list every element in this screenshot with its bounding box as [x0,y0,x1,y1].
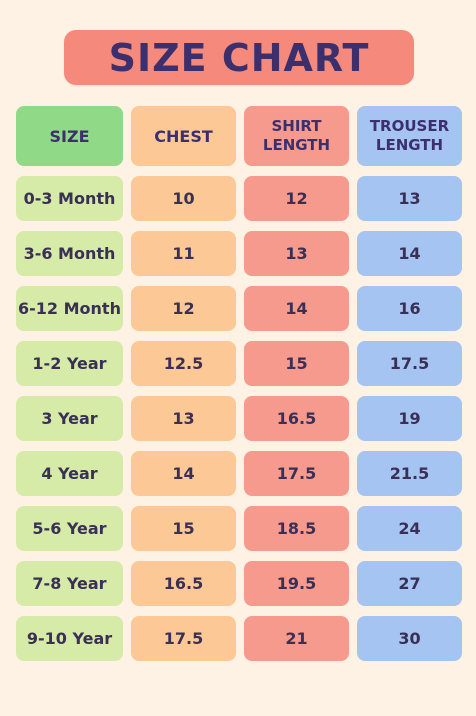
header-shirt-line1: SHIRT [271,117,322,135]
trouser-cell: 27 [357,561,462,606]
header-chest: CHEST [131,106,236,166]
shirt-cell: 16.5 [244,396,349,441]
chest-cell: 10 [131,176,236,221]
size-cell: 4 Year [16,451,123,496]
size-cell: 3 Year [16,396,123,441]
trouser-cell: 17.5 [357,341,462,386]
shirt-cell: 19.5 [244,561,349,606]
size-cell: 7-8 Year [16,561,123,606]
header-shirt-length: SHIRT LENGTH [244,106,349,166]
shirt-cell: 12 [244,176,349,221]
title-banner: SIZE CHART [64,30,414,85]
shirt-cell: 14 [244,286,349,331]
chest-cell: 17.5 [131,616,236,661]
shirt-cell: 15 [244,341,349,386]
chest-cell: 14 [131,451,236,496]
size-cell: 5-6 Year [16,506,123,551]
size-cell: 1-2 Year [16,341,123,386]
trouser-cell: 16 [357,286,462,331]
size-chart-table: SIZE CHEST SHIRT LENGTH TROUSER LENGTH 0… [16,106,462,661]
page-title: SIZE CHART [108,35,370,80]
size-cell: 6-12 Month [16,286,123,331]
shirt-cell: 13 [244,231,349,276]
chest-cell: 11 [131,231,236,276]
header-trouser-line2: LENGTH [375,136,444,154]
chest-cell: 15 [131,506,236,551]
size-cell: 0-3 Month [16,176,123,221]
trouser-cell: 13 [357,176,462,221]
chest-cell: 16.5 [131,561,236,606]
trouser-cell: 24 [357,506,462,551]
header-shirt-line2: LENGTH [262,136,331,154]
shirt-cell: 18.5 [244,506,349,551]
trouser-cell: 14 [357,231,462,276]
trouser-cell: 21.5 [357,451,462,496]
size-cell: 3-6 Month [16,231,123,276]
chest-cell: 13 [131,396,236,441]
trouser-cell: 30 [357,616,462,661]
header-trouser-line1: TROUSER [369,117,450,135]
header-size: SIZE [16,106,123,166]
trouser-cell: 19 [357,396,462,441]
header-trouser-length: TROUSER LENGTH [357,106,462,166]
shirt-cell: 21 [244,616,349,661]
size-cell: 9-10 Year [16,616,123,661]
chest-cell: 12.5 [131,341,236,386]
shirt-cell: 17.5 [244,451,349,496]
chest-cell: 12 [131,286,236,331]
